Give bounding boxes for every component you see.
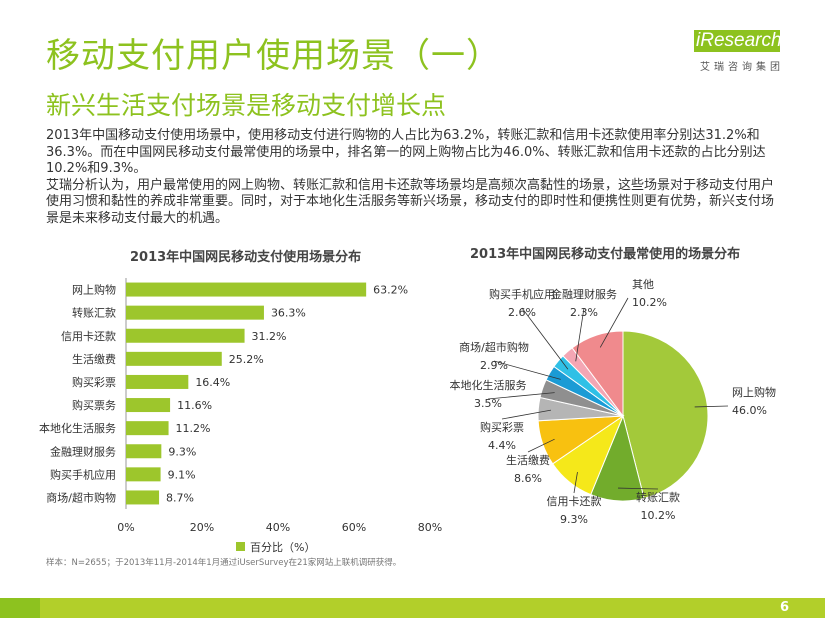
legend-swatch [236,542,245,551]
pie-slice-label: 其他 [632,278,654,291]
x-tick-label: 80% [418,521,442,534]
bar-value-label: 9.1% [168,468,196,481]
x-tick-label: 20% [190,521,214,534]
bar-category-label: 购买票务 [72,398,116,412]
bar-category-label: 转账汇款 [72,306,116,320]
bar-value-label: 16.4% [195,376,230,389]
pie-value-label: 2.3% [570,306,598,319]
legend-label: 百分比（%） [250,541,315,554]
footer-accent [0,598,40,618]
pie-value-label: 46.0% [732,404,767,417]
pie-slice-label: 购买手机应用 [489,287,555,301]
page-title: 移动支付用户使用场景（一） [46,36,501,76]
pie-value-label: 3.5% [474,397,502,410]
pie-slice-label: 商场/超市购物 [459,340,529,354]
bar-chart-title: 2013年中国网民移动支付使用场景分布 [130,250,362,265]
pie-value-label: 10.2% [632,296,667,309]
pie-slice-label: 购买彩票 [480,420,524,434]
pie-leader-line [575,307,585,362]
x-tick-label: 40% [266,521,290,534]
pie-slice-label: 转账汇款 [636,490,680,504]
pie-leader-line [618,487,659,490]
pie-value-label: 2.9% [480,359,508,372]
pie-leader-line [694,405,729,408]
pie-slice-label: 网上购物 [732,385,776,399]
bar-category-label: 网上购物 [72,283,116,297]
iresearch-logo: iResearch 艾瑞咨询集团 [690,26,790,78]
pie-value-label: 10.2% [641,509,676,522]
bar [126,490,160,505]
bar [126,374,189,389]
bar-value-label: 9.3% [168,445,196,458]
footnote: 样本：N=2655；于2013年11月-2014年1月通过iUserSurvey… [46,558,402,568]
bar-value-label: 31.2% [252,330,287,343]
bar-category-label: 信用卡还款 [61,329,116,343]
pie-leader-line [599,297,629,348]
bar-value-label: 11.2% [176,422,211,435]
bar-category-label: 购买彩票 [72,375,116,389]
bar-category-label: 购买手机应用 [50,467,116,481]
bar [126,444,162,459]
pie-value-label: 2.6% [508,306,536,319]
body-paragraph-1: 2013年中国移动支付使用场景中，使用移动支付进行购物的人占比为63.2%，转账… [46,128,766,176]
bar-value-label: 25.2% [229,353,264,366]
pie-leader-line [493,360,561,380]
pie-chart: 网上购物 46.0% 转账汇款 10.2% 信用卡还款 9.3% 生活缴费 8.6% 购买彩票 4… [450,278,777,526]
bar [126,282,367,297]
bar [126,305,264,320]
pie-value-label: 9.3% [560,513,588,526]
pie-slice-label: 金融理财服务 [551,287,617,301]
bar-value-label: 36.3% [271,307,306,320]
bar-category-label: 本地化生活服务 [39,421,116,435]
pie-value-label: 8.6% [514,472,542,485]
pie-slice [622,330,709,499]
pie-slice [571,330,624,418]
bar [126,328,245,343]
bar-chart: 网上购物 63.2% 转账汇款 36.3% 信用卡还款 31.2% 生活缴费 25.2% 购买彩… [39,278,442,554]
pie-leader-line [501,409,552,420]
pie-leader-line [573,472,578,494]
pie-leader-line [527,438,555,453]
body-paragraph-2: 艾瑞分析认为，用户最常使用的网上购物、转账汇款和信用卡还款等场景均是高频次高黏性… [46,177,775,226]
bar [126,398,171,413]
bar-category-label: 金融理财服务 [50,444,116,458]
logo-tagline: 艾瑞咨询集团 [700,62,784,73]
x-tick-label: 0% [117,521,134,534]
bar-value-label: 11.6% [177,399,212,412]
logo-brand: iResearch [696,30,782,51]
bar-value-label: 63.2% [373,284,408,297]
page-subtitle: 新兴生活支付场景是移动支付增长点 [46,91,447,120]
page-number: 6 [779,600,789,615]
pie-slice-label: 生活缴费 [506,453,550,467]
pie-leader-line [521,307,569,370]
body-text: 2013年中国移动支付使用场景中，使用移动支付进行购物的人占比为63.2%，转账… [46,128,786,227]
bar [126,351,222,366]
pie-slice-label: 信用卡还款 [547,494,602,508]
bar [126,421,169,436]
bar-category-label: 生活缴费 [72,352,116,366]
x-tick-label: 60% [342,521,366,534]
bar-category-label: 商场/超市购物 [46,490,116,504]
pie-slice-label: 本地化生活服务 [450,378,527,392]
bar [126,467,161,482]
pie-chart-title: 2013年中国网民移动支付最常使用的场景分布 [470,247,741,262]
pie-value-label: 4.4% [488,439,516,452]
pie-leader-line [487,392,555,400]
logo-background [694,30,780,52]
footer-bar: 6 [0,598,825,618]
bar-value-label: 8.7% [166,491,194,504]
